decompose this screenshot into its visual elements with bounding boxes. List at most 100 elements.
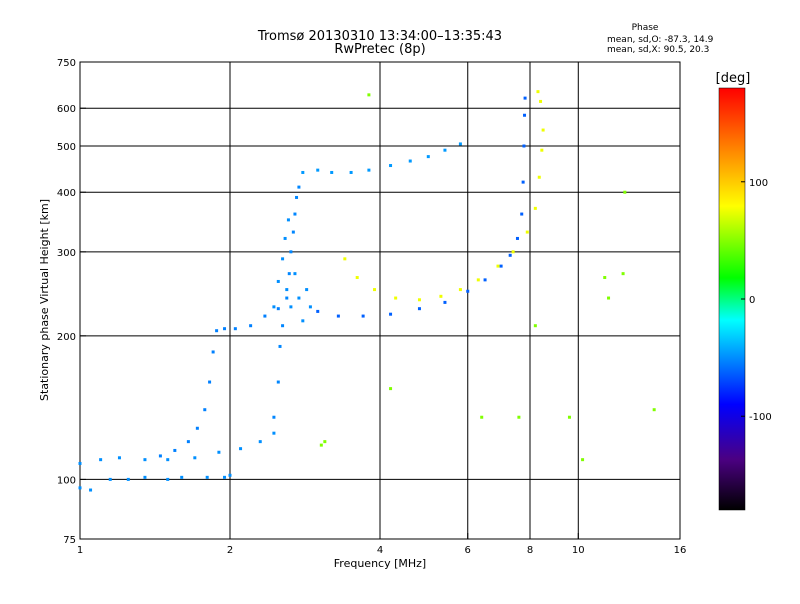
data-point bbox=[522, 144, 526, 148]
data-point bbox=[301, 319, 305, 323]
x-tick-label: 6 bbox=[465, 545, 471, 556]
data-point bbox=[533, 324, 537, 328]
y-tick-label: 500 bbox=[57, 142, 76, 153]
data-point bbox=[323, 440, 327, 444]
data-point bbox=[621, 272, 625, 276]
data-point bbox=[466, 289, 470, 293]
data-point bbox=[520, 212, 524, 216]
data-point bbox=[295, 195, 299, 199]
data-point bbox=[272, 431, 276, 435]
data-point bbox=[78, 461, 82, 465]
data-point bbox=[99, 458, 103, 462]
y-tick-label: 750 bbox=[57, 58, 76, 69]
data-point bbox=[408, 159, 412, 163]
data-point bbox=[373, 288, 377, 292]
data-point bbox=[289, 305, 293, 309]
data-point bbox=[443, 300, 447, 304]
data-point bbox=[541, 128, 545, 132]
data-point bbox=[228, 473, 232, 477]
data-point bbox=[276, 380, 280, 384]
data-point bbox=[508, 253, 512, 257]
x-tick-label: 8 bbox=[527, 545, 533, 556]
data-point bbox=[336, 314, 340, 318]
data-point bbox=[158, 454, 162, 458]
x-tick-label: 4 bbox=[377, 545, 383, 556]
phase-stats-o: mean, sd,O: -87.3, 14.9 bbox=[607, 35, 714, 45]
data-point bbox=[239, 447, 243, 451]
y-tick-label: 400 bbox=[57, 188, 76, 199]
data-point bbox=[180, 475, 184, 479]
data-point bbox=[249, 324, 253, 328]
data-point bbox=[523, 113, 527, 117]
y-tick-label: 100 bbox=[57, 475, 76, 486]
data-point bbox=[361, 314, 365, 318]
data-point bbox=[297, 185, 301, 189]
data-point bbox=[537, 175, 541, 179]
colorbar-tick-label: 100 bbox=[749, 178, 768, 189]
data-point bbox=[186, 440, 190, 444]
data-point bbox=[539, 99, 543, 103]
data-point bbox=[166, 477, 170, 481]
series-es-streak bbox=[158, 307, 280, 458]
data-point bbox=[263, 314, 267, 318]
data-point bbox=[536, 90, 540, 94]
data-point bbox=[367, 93, 371, 97]
x-axis: 1 2 4 6 8 10 16 bbox=[77, 533, 687, 556]
series-noise bbox=[319, 93, 656, 462]
data-point bbox=[208, 380, 212, 384]
chart-subtitle: RwPretec (8p) bbox=[334, 42, 425, 57]
data-point bbox=[211, 350, 215, 354]
data-point bbox=[458, 288, 462, 292]
data-point bbox=[126, 477, 130, 481]
plot-area: 1 2 4 6 8 10 16 75 100 200 300 400 500 600 750 bbox=[57, 58, 686, 556]
data-point bbox=[272, 415, 276, 419]
x-tick-label: 16 bbox=[674, 545, 687, 556]
data-point bbox=[349, 170, 353, 174]
data-point bbox=[525, 230, 529, 234]
data-point bbox=[308, 305, 312, 309]
data-point bbox=[483, 278, 487, 282]
data-point bbox=[523, 96, 527, 100]
data-point bbox=[78, 486, 82, 490]
data-point bbox=[272, 305, 276, 309]
data-point bbox=[108, 477, 112, 481]
data-point bbox=[319, 443, 323, 447]
data-point bbox=[258, 440, 262, 444]
data-point bbox=[521, 180, 525, 184]
data-point bbox=[215, 329, 219, 333]
colorbar-tick-label: 0 bbox=[749, 295, 755, 306]
data-point bbox=[389, 312, 393, 316]
y-axis: 75 100 200 300 400 500 600 750 bbox=[57, 58, 86, 546]
y-tick-label: 600 bbox=[57, 104, 76, 115]
data-point bbox=[143, 475, 147, 479]
data-point bbox=[117, 456, 121, 460]
data-point bbox=[417, 298, 421, 302]
data-point bbox=[367, 168, 371, 172]
data-point bbox=[281, 257, 285, 261]
x-tick-label: 10 bbox=[572, 545, 585, 556]
data-point bbox=[293, 212, 297, 216]
x-axis-label: Frequency [MHz] bbox=[334, 557, 426, 570]
data-point bbox=[297, 296, 301, 300]
data-point bbox=[603, 276, 607, 280]
data-point bbox=[652, 408, 656, 412]
series-f2-o-mode bbox=[316, 96, 527, 318]
data-point bbox=[143, 458, 147, 462]
chart-title: Tromsø 20130310 13:34:00–13:35:43 bbox=[257, 29, 502, 44]
data-point bbox=[343, 257, 347, 261]
data-point bbox=[355, 276, 359, 280]
data-point bbox=[285, 296, 289, 300]
data-point bbox=[301, 170, 305, 174]
y-tick-label: 200 bbox=[57, 332, 76, 343]
phase-stats-x: mean, sd,X: 90.5, 20.3 bbox=[607, 45, 709, 55]
colorbar: [deg] 100 0 -100 bbox=[716, 71, 772, 511]
data-point bbox=[305, 288, 309, 292]
data-point bbox=[443, 148, 447, 152]
data-point bbox=[496, 264, 500, 268]
data-point bbox=[281, 324, 285, 328]
series-f1-spread bbox=[272, 218, 312, 323]
data-point bbox=[480, 415, 484, 419]
phase-stats: Phase mean, sd,O: -87.3, 14.9 mean, sd,X… bbox=[607, 23, 714, 55]
grid bbox=[80, 62, 680, 539]
data-point bbox=[173, 448, 177, 452]
